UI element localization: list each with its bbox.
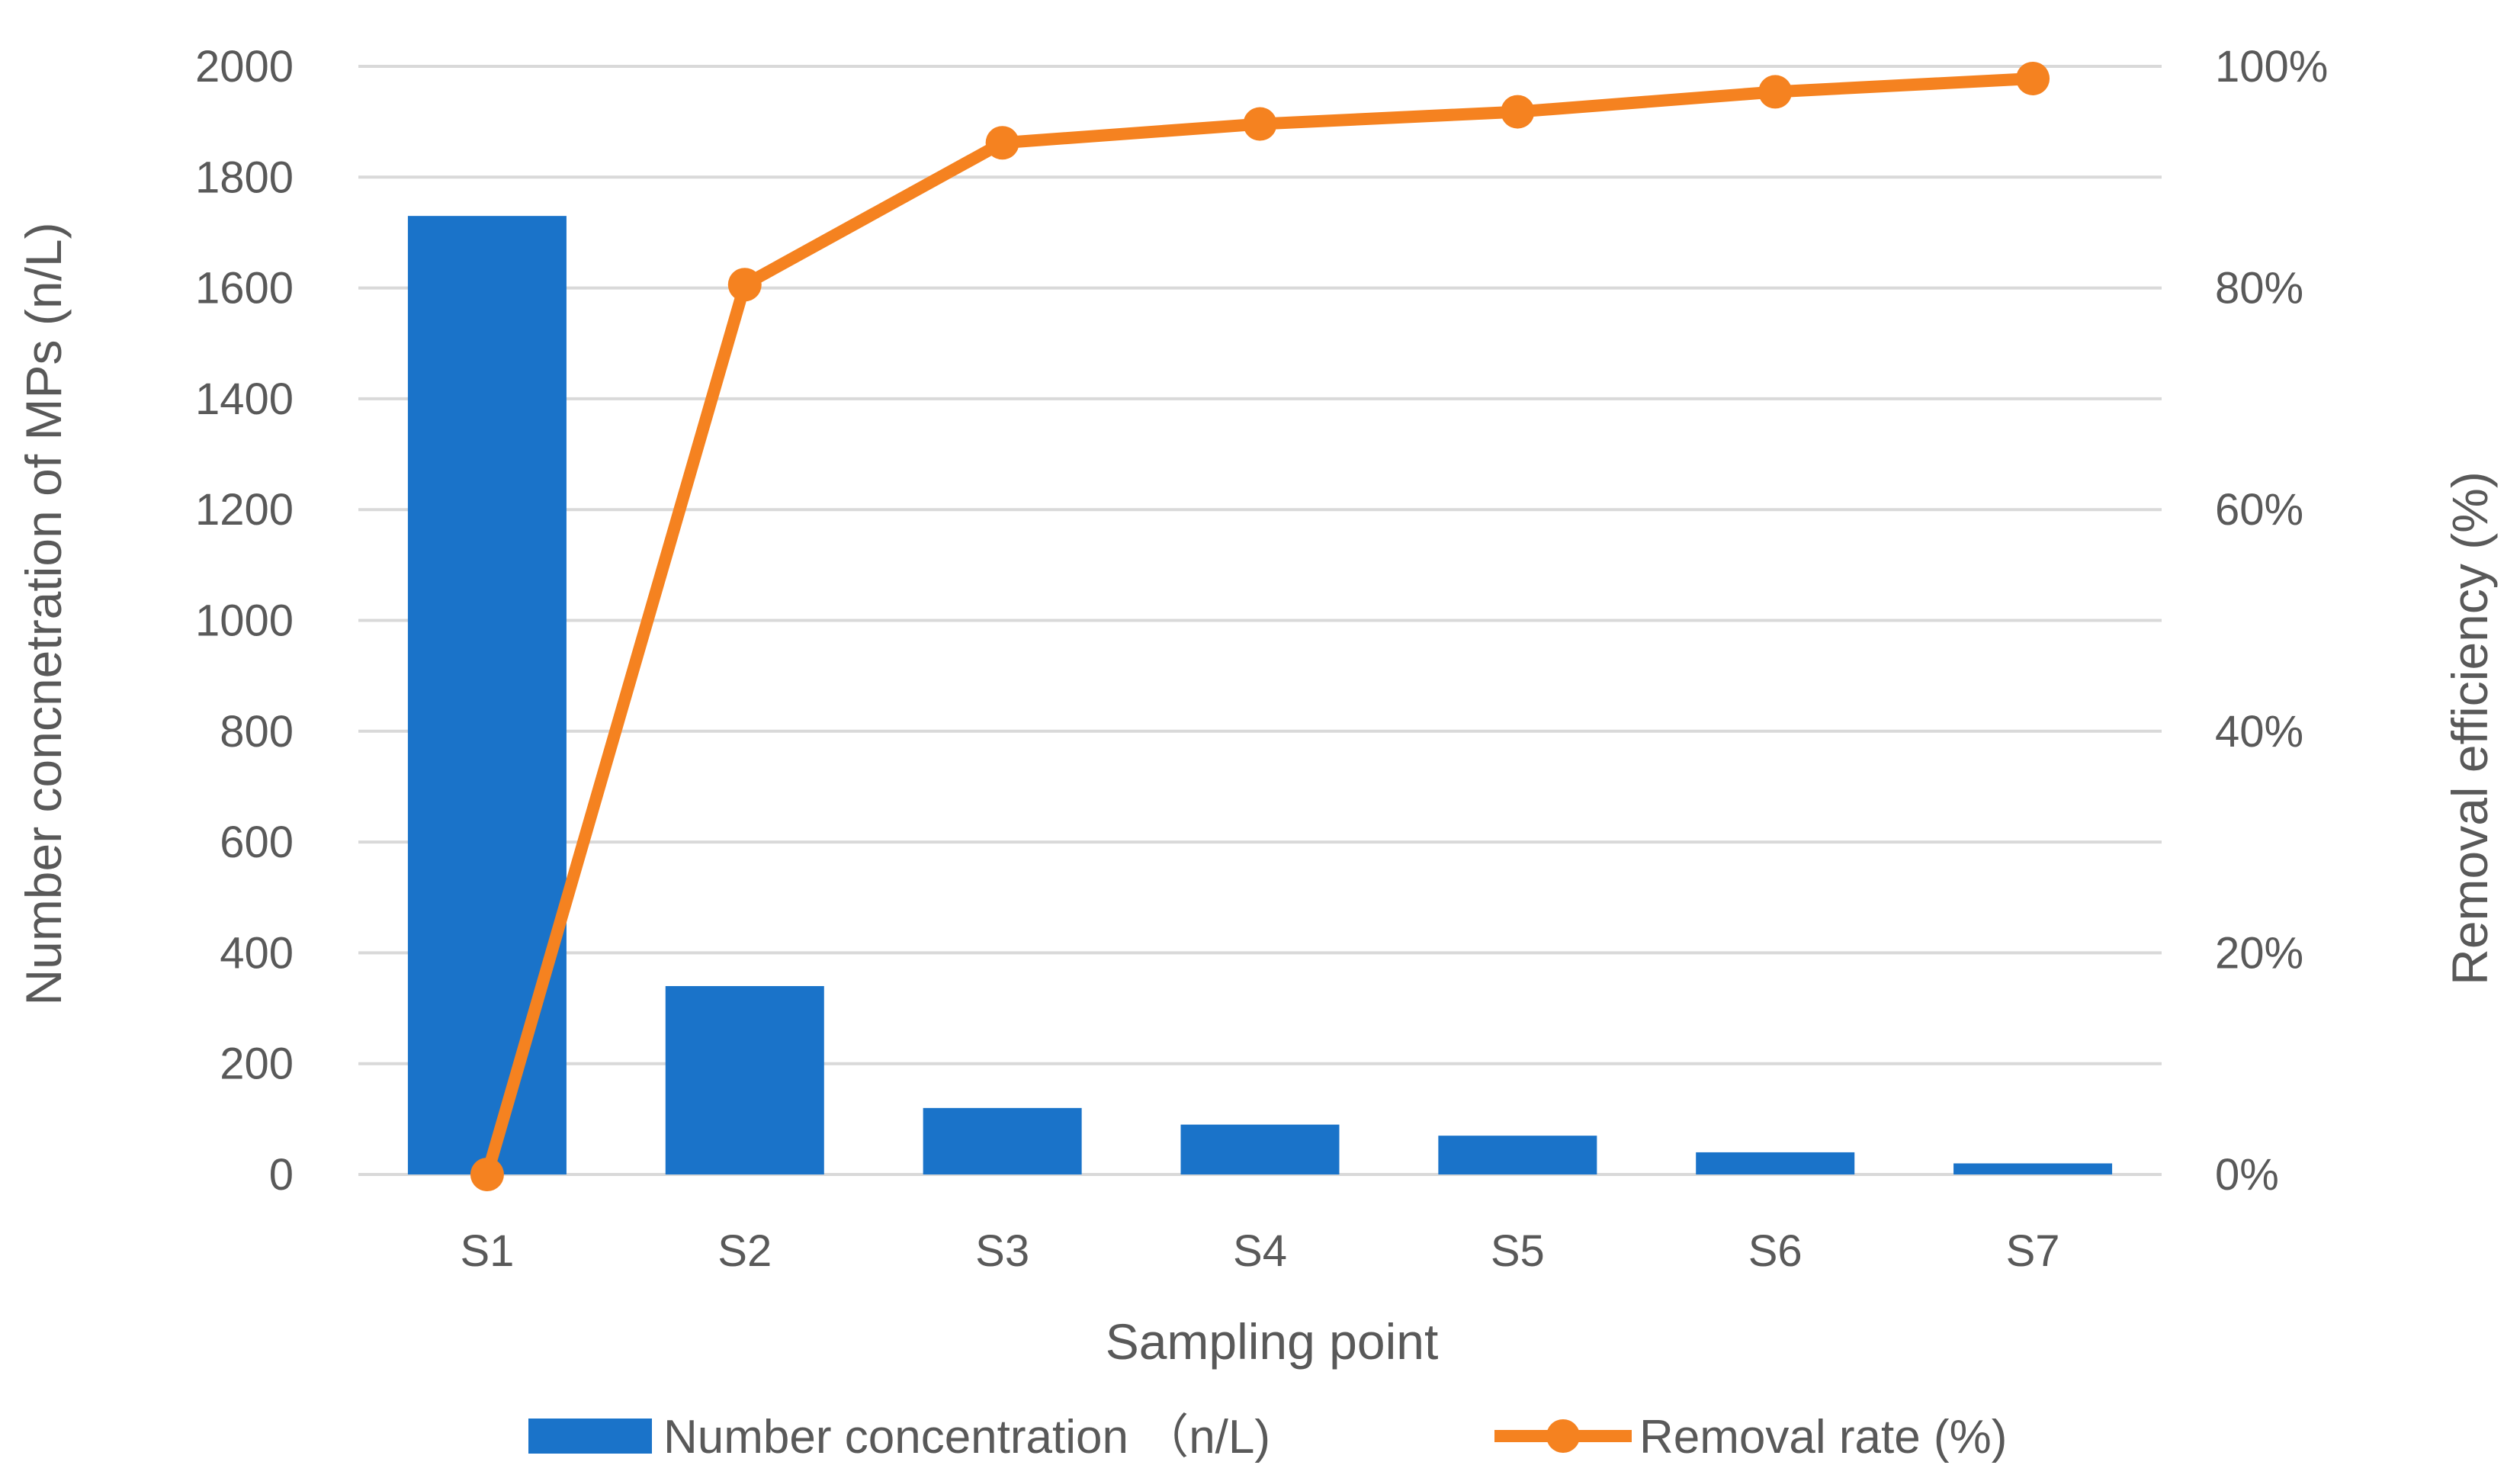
right-tick-label: 20% <box>2215 928 2303 978</box>
x-tick-label: S4 <box>1233 1226 1287 1276</box>
line-point <box>727 268 762 302</box>
left-tick-label: 600 <box>220 818 294 867</box>
bar <box>1696 1152 1855 1174</box>
left-tick-label: 2000 <box>195 42 294 92</box>
left-tick-label: 1000 <box>195 596 294 646</box>
x-tick-label: S6 <box>1748 1226 1803 1276</box>
right-axis-ticks: 0% 20% 40% 60% 80% 100% <box>2215 42 2328 1200</box>
line-point <box>985 126 1019 160</box>
gridlines <box>358 65 2162 1176</box>
left-axis-ticks: 0 200 400 600 800 1000 1200 1400 1600 1800 2000 <box>195 42 294 1200</box>
line-point <box>1758 75 1793 109</box>
right-axis-title: Removal efficiency (%) <box>2441 471 2498 985</box>
bar <box>1438 1136 1597 1174</box>
x-tick-label: S2 <box>717 1226 772 1276</box>
left-tick-label: 1200 <box>195 485 294 535</box>
left-axis-title: Number concnetration of MPs (n/L) <box>15 222 72 1005</box>
line-point <box>1501 95 1535 129</box>
right-tick-label: 0% <box>2215 1150 2279 1200</box>
bar <box>407 216 567 1174</box>
right-tick-label: 60% <box>2215 485 2303 535</box>
bar <box>665 985 824 1174</box>
right-tick-label: 40% <box>2215 707 2303 757</box>
line-point <box>2016 61 2050 95</box>
left-tick-label: 0 <box>269 1150 294 1200</box>
bar-series <box>407 216 2113 1174</box>
legend-line-label: Removal rate (%) <box>1639 1411 2007 1464</box>
legend-bar-label: Number concentration （n/L) <box>663 1411 1270 1464</box>
right-tick-label: 80% <box>2215 264 2303 313</box>
line-point <box>470 1158 504 1191</box>
left-tick-label: 800 <box>220 707 294 757</box>
left-tick-label: 1800 <box>195 153 294 202</box>
bar <box>1180 1124 1340 1174</box>
legend: Number concentration （n/L) Removal rate … <box>528 1411 2007 1464</box>
x-axis-title: Sampling point <box>1106 1313 1439 1370</box>
x-tick-label: S1 <box>460 1226 514 1276</box>
left-tick-label: 1600 <box>195 264 294 313</box>
x-axis-ticks: S1 S2 S3 S4 S5 S6 S7 <box>460 1226 2059 1276</box>
x-tick-label: S3 <box>975 1226 1029 1276</box>
legend-line-marker <box>1546 1419 1580 1453</box>
line-point <box>1243 107 1277 141</box>
right-tick-label: 100% <box>2215 42 2328 92</box>
left-tick-label: 200 <box>220 1039 294 1089</box>
legend-bar-swatch <box>528 1419 652 1454</box>
left-tick-label: 1400 <box>195 374 294 424</box>
bar <box>923 1107 1082 1174</box>
x-tick-label: S5 <box>1491 1226 1545 1276</box>
x-tick-label: S7 <box>2006 1226 2060 1276</box>
line-series <box>470 61 2050 1191</box>
bar <box>1953 1163 2113 1174</box>
left-tick-label: 400 <box>220 928 294 978</box>
